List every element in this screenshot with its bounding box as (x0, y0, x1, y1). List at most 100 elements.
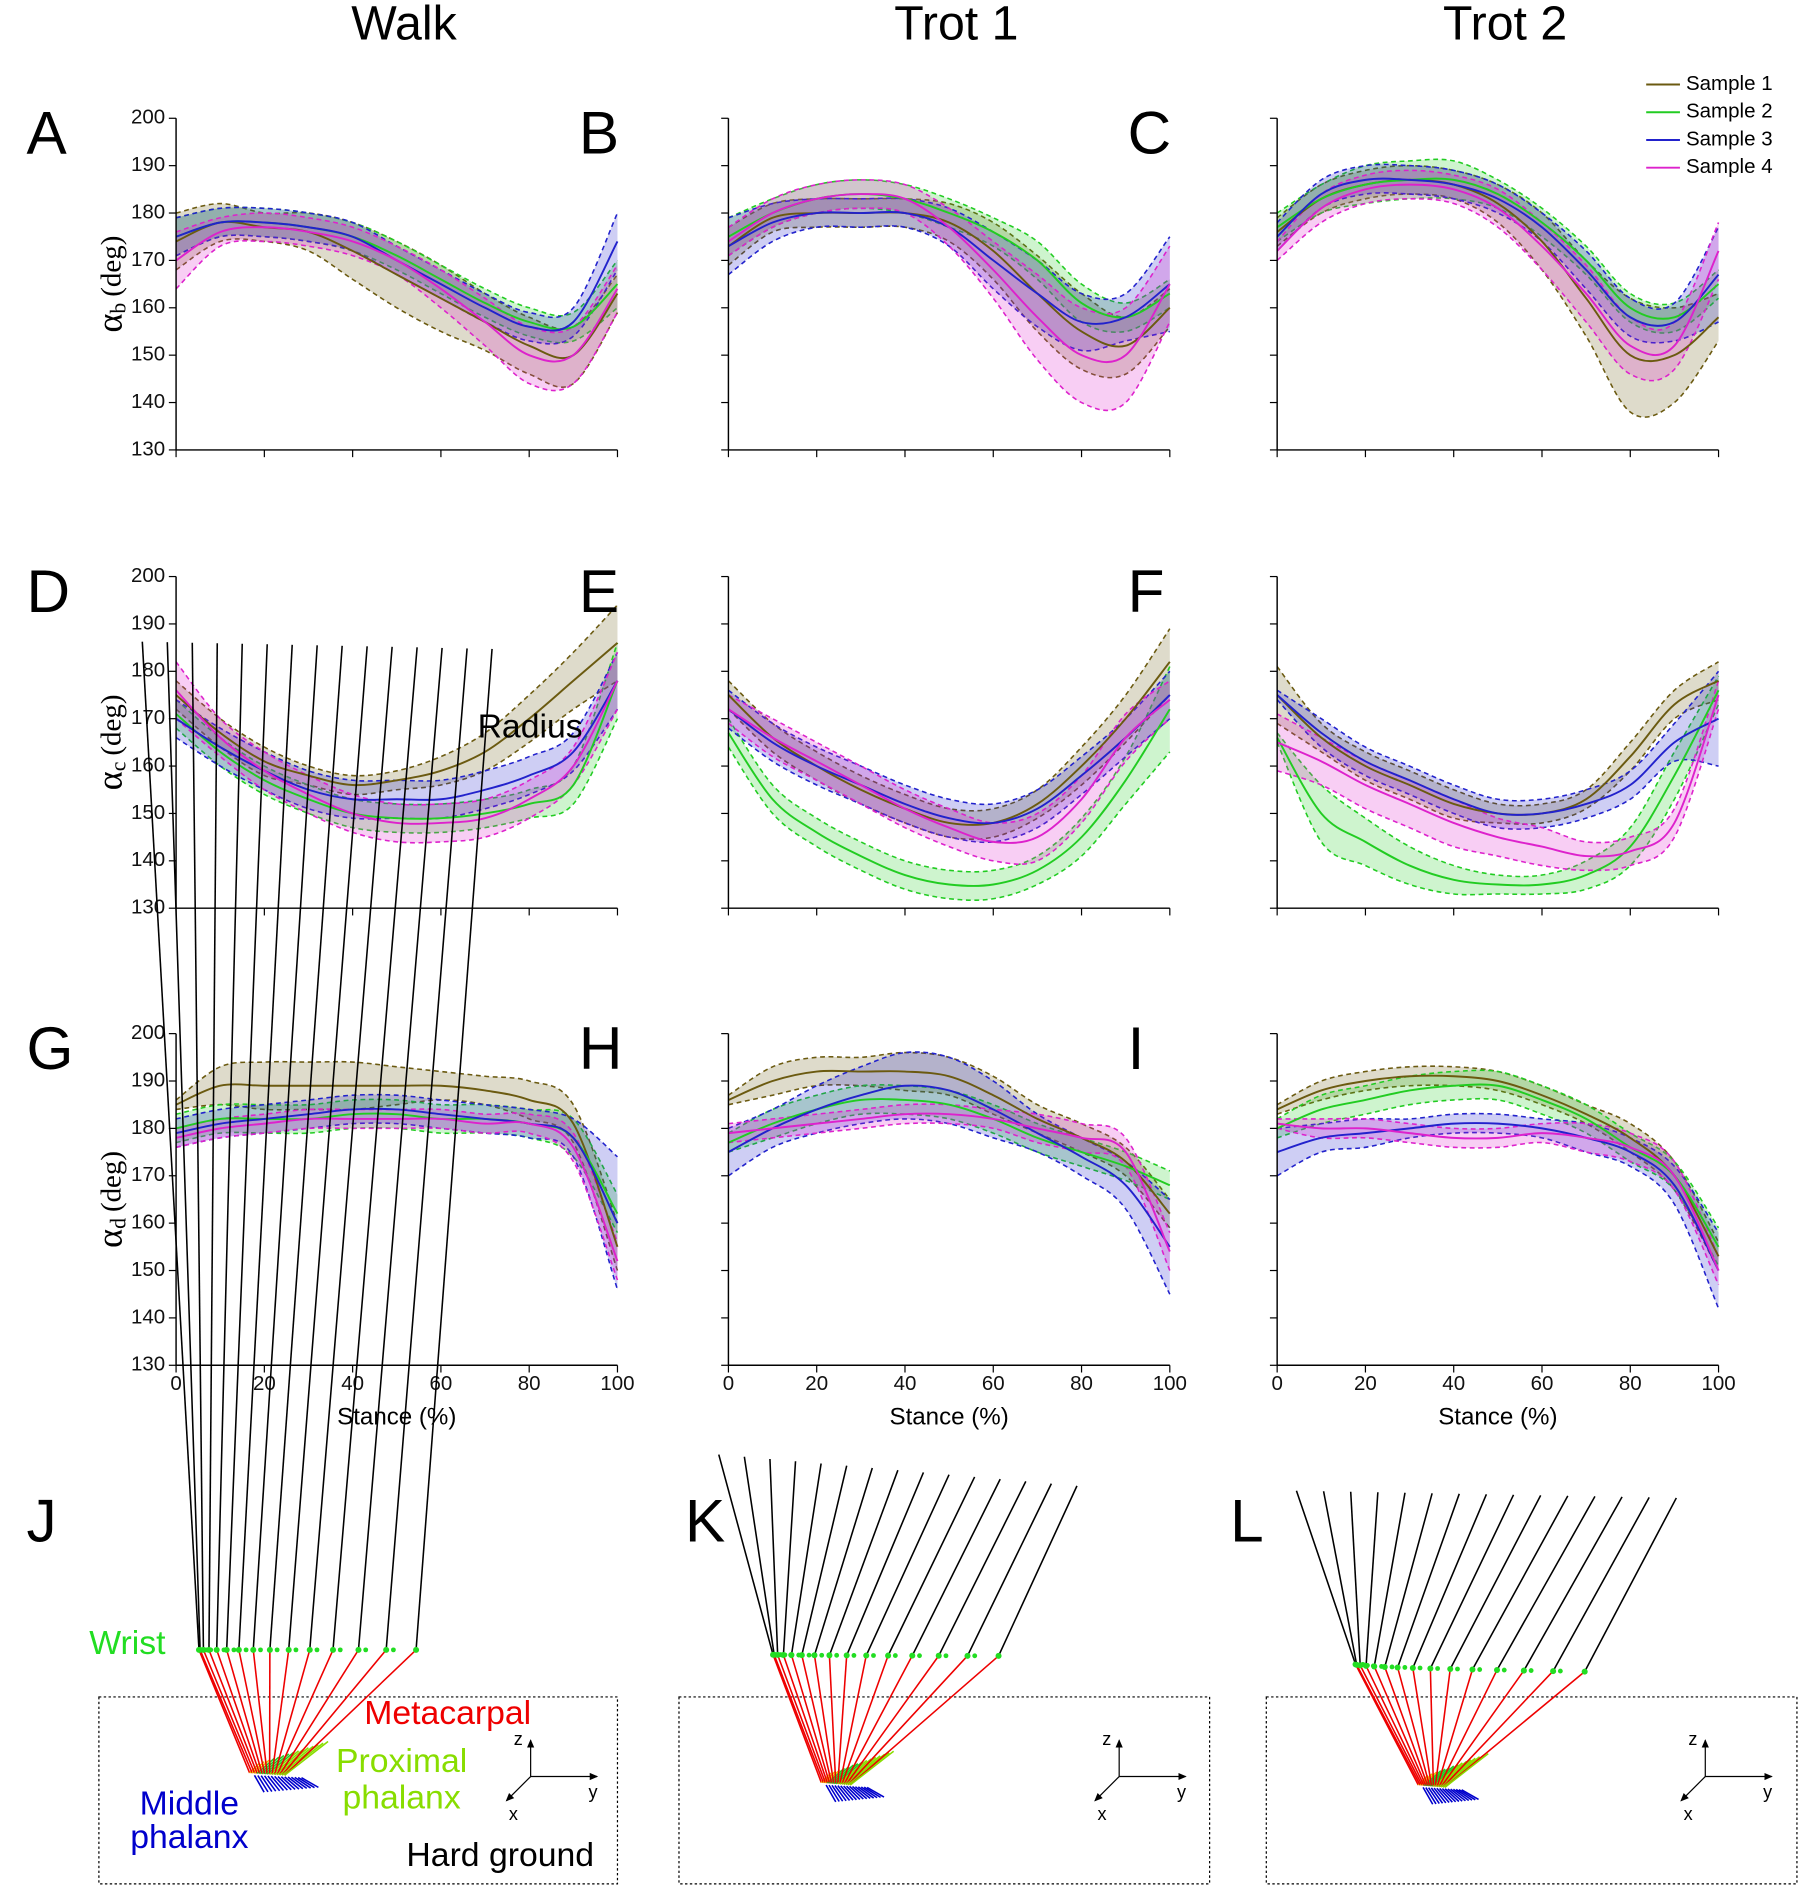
radius-bone (847, 1472, 924, 1655)
wrist-dot (917, 1653, 922, 1658)
metacarpal-bone (1430, 1668, 1433, 1786)
wrist-dot (250, 1647, 256, 1653)
wrist-dot (244, 1647, 249, 1652)
y-tick-label: 140 (131, 848, 165, 871)
x-tick-label: 80 (1070, 1372, 1093, 1395)
panel-label: E (579, 557, 619, 625)
wrist-dot (1418, 1666, 1423, 1671)
y-tick-label: 190 (131, 611, 165, 634)
radius-bone (1553, 1497, 1649, 1671)
wrist-dot (294, 1647, 299, 1652)
wrist-dot (1455, 1667, 1460, 1672)
wrist-dot (1477, 1667, 1482, 1672)
wrist-dot (338, 1647, 343, 1652)
wrist-dot (1550, 1668, 1556, 1674)
ground-box (1266, 1697, 1797, 1884)
wrist-dot (863, 1652, 869, 1658)
wrist-dot (200, 1647, 206, 1653)
panel-label: A (27, 98, 68, 166)
wrist-dot (780, 1652, 786, 1658)
y-tick-label: 150 (131, 343, 165, 366)
wrist-dot (936, 1653, 942, 1659)
axis-label-x: x (509, 1804, 518, 1824)
metacarpal-bone (1356, 1664, 1419, 1785)
wrist-dot (275, 1647, 280, 1652)
radius-bone (783, 1461, 795, 1655)
wrist-dot (807, 1653, 812, 1658)
wrist-dot (1469, 1667, 1475, 1673)
panel-label: K (685, 1487, 725, 1555)
radius-bone (217, 644, 243, 1650)
y-tick-label: 170 (131, 706, 165, 729)
x-tick-label: 0 (1271, 1372, 1282, 1395)
wrist-dot (819, 1653, 824, 1658)
metacarpal-bone (1441, 1671, 1524, 1787)
wrist-dot (413, 1647, 419, 1653)
wrist-dot (286, 1647, 292, 1653)
y-tick-label: 160 (131, 295, 165, 318)
wrist-dot (1558, 1669, 1563, 1674)
wrist-dot (224, 1647, 230, 1653)
wrist-dot (214, 1647, 220, 1653)
sd-band (176, 1062, 617, 1271)
wrist-dot (1390, 1665, 1395, 1670)
radius-bone (142, 642, 199, 1650)
radius-bone (167, 642, 200, 1650)
y-tick-label: 180 (131, 200, 165, 223)
wrist-dot (972, 1653, 977, 1658)
label-middle-phalanx: phalanx (130, 1818, 248, 1856)
x-tick-label: 60 (430, 1372, 453, 1395)
axis-label-y: y (1763, 1782, 1772, 1802)
wrist-dot (811, 1652, 817, 1658)
y-label-unit: (deg) (95, 236, 127, 297)
x-axis-label: Stance (%) (337, 1404, 456, 1431)
label-radius: Radius (478, 707, 583, 745)
metacarpal-bone (1445, 1672, 1585, 1788)
panel-label: J (27, 1487, 57, 1555)
x-tick-label: 80 (518, 1372, 541, 1395)
axis-label-x: x (1684, 1804, 1693, 1824)
wrist-dot (236, 1647, 242, 1653)
radius-bone (209, 643, 217, 1650)
wrist-dot (964, 1653, 970, 1659)
wrist-dot (909, 1653, 915, 1659)
wrist-dot (885, 1653, 891, 1659)
x-tick-label: 20 (1354, 1372, 1377, 1395)
x-axis-label: Stance (%) (1438, 1404, 1557, 1431)
wrist-dot (232, 1647, 237, 1652)
legend-label: Sample 1 (1686, 72, 1773, 95)
y-tick-label: 180 (131, 1116, 165, 1139)
metacarpal-bone (838, 1655, 847, 1784)
metacarpal-bone (778, 1655, 826, 1783)
wrist-dot (788, 1652, 794, 1658)
y-axis-label: αd(deg) (90, 1151, 131, 1248)
wrist-dot (944, 1653, 949, 1658)
radius-bone (888, 1477, 975, 1656)
y-tick-label: 160 (131, 1211, 165, 1234)
wrist-dot (1382, 1664, 1388, 1670)
axis-x (1681, 1777, 1705, 1801)
wrist-dot (1529, 1668, 1534, 1673)
y-label-symbol: α (90, 314, 130, 333)
legend-label: Sample 3 (1686, 127, 1773, 150)
y-tick-label: 150 (131, 1258, 165, 1281)
y-label-subscript: c (107, 762, 131, 772)
column-title: Walk (351, 0, 457, 50)
y-label-symbol: α (90, 771, 130, 790)
wrist-dot (799, 1652, 805, 1658)
wrist-dot (775, 1652, 781, 1658)
wrist-dot (258, 1647, 263, 1652)
label-ground: Hard ground (406, 1836, 594, 1874)
radius-bone (1524, 1497, 1622, 1671)
x-axis-label: Stance (%) (889, 1404, 1008, 1431)
radius-bone (1497, 1496, 1595, 1670)
panel-label: F (1128, 557, 1165, 625)
y-tick-label: 190 (131, 153, 165, 176)
radius-bone (1585, 1498, 1677, 1672)
wrist-dot (844, 1652, 850, 1658)
radius-bone (770, 1459, 778, 1655)
ground-box (679, 1697, 1210, 1884)
x-tick-label: 100 (1701, 1372, 1735, 1395)
wrist-dot (363, 1647, 368, 1652)
